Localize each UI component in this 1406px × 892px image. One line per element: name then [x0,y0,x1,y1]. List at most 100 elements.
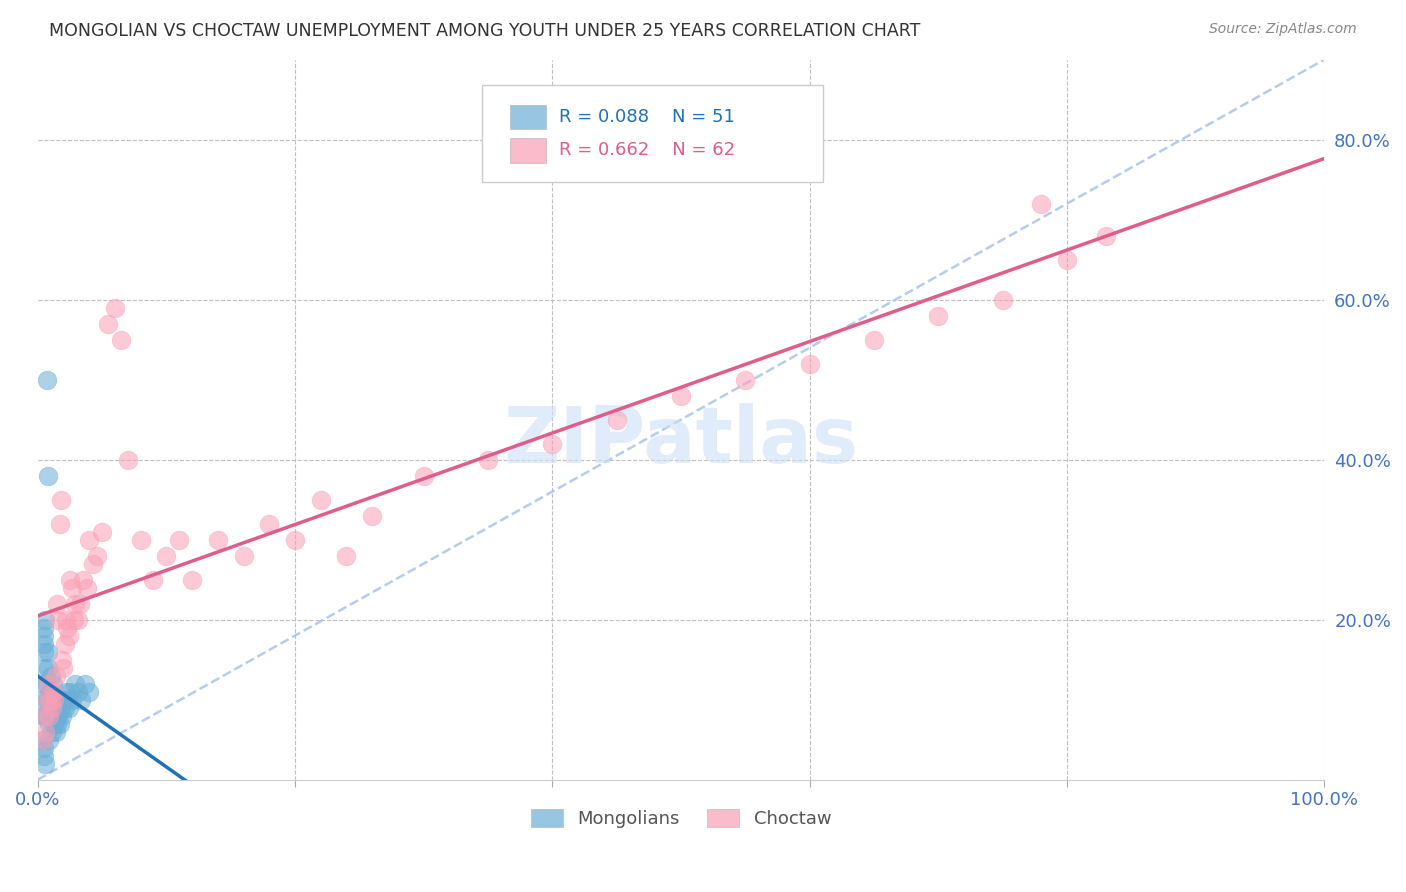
Point [155,549,177,563]
Point [62,613,84,627]
Point [32,637,55,651]
Point [38,716,60,731]
Point [32,740,55,755]
Point [66,684,89,698]
Point [799,357,821,371]
Point [207,533,229,547]
Point [734,373,756,387]
Point [31,732,53,747]
Point [44,692,66,706]
Point [75,676,97,690]
Point [991,293,1014,307]
Point [42,692,65,706]
Point [53,700,76,714]
Text: R = 0.662    N = 62: R = 0.662 N = 62 [558,141,735,159]
Text: MONGOLIAN VS CHOCTAW UNEMPLOYMENT AMONG YOUTH UNDER 25 YEARS CORRELATION CHART: MONGOLIAN VS CHOCTAW UNEMPLOYMENT AMONG … [49,22,921,40]
Point [34,756,56,771]
Point [541,436,564,450]
Point [62,581,84,595]
Point [56,692,79,706]
Point [63,676,86,690]
Point [35,676,58,690]
Point [39,684,62,698]
Point [52,692,75,706]
Point [284,533,307,547]
Point [76,581,98,595]
Point [32,708,55,723]
Point [167,533,190,547]
Point [52,660,75,674]
Point [70,692,93,706]
Point [48,716,70,731]
Point [32,660,55,674]
Point [58,700,80,714]
Point [1094,228,1116,243]
Point [55,684,77,698]
Point [46,613,69,627]
Point [38,708,60,723]
Text: Source: ZipAtlas.com: Source: ZipAtlas.com [1209,22,1357,37]
Point [44,700,66,714]
Point [66,613,89,627]
Point [46,716,69,731]
Point [259,516,281,531]
Point [49,492,72,507]
Point [45,668,67,682]
Point [62,692,84,706]
Point [142,573,165,587]
Point [41,700,63,714]
FancyBboxPatch shape [482,85,823,182]
Point [34,613,56,627]
Point [104,301,127,315]
Point [34,708,56,723]
Point [1031,196,1053,211]
Point [63,597,86,611]
Point [69,597,91,611]
Point [42,684,65,698]
Point [72,573,94,587]
Point [477,452,499,467]
Point [39,692,62,706]
Point [56,621,79,635]
Point [32,629,55,643]
Point [117,452,139,467]
Point [232,549,254,563]
Point [53,637,76,651]
Point [55,613,77,627]
Bar [510,138,546,162]
Point [91,524,114,539]
Point [59,573,82,587]
Point [32,748,55,763]
Point [37,468,59,483]
Point [37,676,59,690]
Point [51,708,73,723]
Point [44,716,66,731]
Point [45,724,67,739]
Point [46,708,69,723]
Point [927,309,949,323]
Point [32,621,55,635]
Point [77,684,100,698]
Point [863,333,886,347]
Point [45,708,67,723]
Point [58,629,80,643]
Point [32,645,55,659]
Point [41,724,63,739]
Point [1056,252,1078,267]
Point [49,700,72,714]
Point [32,676,55,690]
Point [42,676,65,690]
Point [39,700,62,714]
Point [35,692,58,706]
Point [82,557,104,571]
Point [51,652,73,666]
Point [97,317,120,331]
Bar [510,105,546,129]
Point [35,692,58,706]
Point [37,660,59,674]
Point [86,549,108,563]
Point [34,724,56,739]
Point [59,684,82,698]
Point [309,492,332,507]
Point [31,732,53,747]
